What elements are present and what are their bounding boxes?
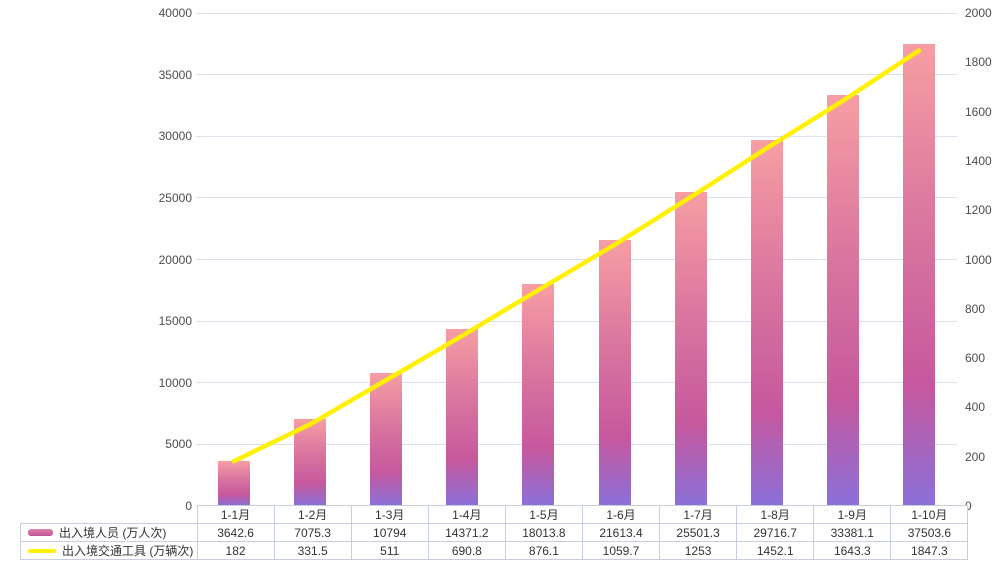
right-axis-tick-label: 1600 (965, 104, 992, 119)
legend-label: 出入境交通工具 (万辆次) (62, 544, 194, 558)
line-series (231, 48, 922, 464)
category-header-cell: 1-5月 (504, 505, 583, 524)
value-cell: 182 (196, 541, 275, 560)
left-axis-tick-label: 35000 (158, 67, 192, 82)
gridline (196, 74, 957, 76)
series-row: 出入境人员 (万人次) 3642.6 7075.3 10794 14371.2 18013… (20, 523, 969, 542)
left-axis-tick-label: 20000 (158, 252, 192, 267)
category-header-row-tr: 1-1月 1-2月 1-3月 1-4月 1-5月 1-6月 1-7月 1-8月 1-9月 1-10… (21, 505, 969, 524)
right-axis-tick-label: 400 (965, 400, 986, 415)
left-axis-tick-label: 40000 (158, 6, 192, 20)
left-axis-tick-label: 10000 (158, 375, 192, 390)
category-header-cell: 1-7月 (659, 505, 738, 524)
gridline (196, 443, 957, 445)
value-cell: 25501.3 (659, 523, 738, 542)
line-path (231, 48, 922, 464)
series-row: 出入境交通工具 (万辆次) 182 331.5 511 690.8 876.1 1059.7… (20, 541, 969, 560)
legend-inner: 出入境交通工具 (万辆次) (21, 543, 196, 559)
category-header-cell: 1-2月 (273, 505, 352, 524)
left-axis-tick-label: 15000 (158, 314, 192, 329)
bar (826, 94, 859, 506)
bar (750, 139, 783, 506)
value-cell: 1452.1 (736, 541, 815, 560)
bar (446, 328, 479, 506)
left-axis-tick-label: 25000 (158, 190, 192, 205)
right-axis-tick-label: 800 (965, 301, 986, 316)
value-cell: 1253 (659, 541, 738, 560)
value-cell: 1059.7 (581, 541, 661, 560)
bar (294, 418, 327, 506)
right-axis-tick-label: 1200 (965, 203, 992, 218)
legend-swatch-line-icon (28, 548, 56, 553)
legend-cell: 出入境交通工具 (万辆次) (20, 541, 198, 560)
value-cell: 18013.8 (504, 523, 583, 542)
category-header-row: 1-1月 1-2月 1-3月 1-4月 1-5月 1-6月 1-7月 1-8月 1-9月 1-10… (21, 505, 969, 524)
gridline (196, 320, 957, 322)
gridline (196, 259, 957, 260)
category-header-cell: 1-8月 (736, 505, 815, 524)
data-table: 1-1月 1-2月 1-3月 1-4月 1-5月 1-6月 1-7月 1-8月 1-9月 1-10… (20, 505, 969, 560)
bar (674, 191, 707, 506)
category-header-cell: 1-3月 (350, 505, 429, 524)
gridline (196, 135, 957, 137)
left-axis-tick-label: 30000 (158, 129, 192, 144)
category-header-cell: 1-1月 (196, 505, 275, 524)
right-axis-tick-label: 2000 (965, 6, 992, 20)
category-header-cell: 1-4月 (427, 505, 506, 524)
value-cell: 21613.4 (581, 523, 661, 542)
legend-swatch-bar-icon (28, 529, 53, 536)
value-cell: 37503.6 (890, 523, 969, 542)
value-cell: 690.8 (427, 541, 506, 560)
left-axis-tick-label: 5000 (165, 437, 192, 452)
legend-cell: 出入境人员 (万人次) (20, 523, 198, 542)
right-axis-tick-label: 0 (965, 499, 972, 513)
left-axis-tick-label: 0 (185, 499, 192, 513)
category-header-cell: 1-10月 (890, 505, 969, 524)
legend-label: 出入境人员 (万人次) (59, 526, 167, 540)
value-cell: 33381.1 (813, 523, 892, 542)
gridline (196, 197, 957, 199)
value-cell: 7075.3 (273, 523, 352, 542)
bar (902, 43, 935, 506)
gridline (196, 12, 957, 14)
value-cell: 3642.6 (196, 523, 275, 542)
bar (598, 239, 631, 506)
category-header-cell: 1-9月 (813, 505, 892, 524)
bar (370, 372, 403, 506)
value-cell: 511 (350, 541, 429, 560)
table-corner-blank (21, 506, 198, 524)
legend-inner: 出入境人员 (万人次) (21, 525, 196, 541)
bar (522, 283, 555, 506)
right-axis-tick-label: 200 (965, 449, 986, 464)
right-axis-tick-label: 600 (965, 351, 986, 366)
value-cell: 331.5 (273, 541, 352, 560)
series-rows: 出入境人员 (万人次) 3642.6 7075.3 10794 14371.2 18013… (20, 523, 969, 560)
value-cell: 29716.7 (736, 523, 815, 542)
value-cell: 1643.3 (813, 541, 892, 560)
gridline (196, 382, 957, 384)
right-axis-tick-label: 1400 (965, 153, 992, 168)
value-cell: 1847.3 (890, 541, 969, 560)
plot-area (196, 12, 957, 507)
right-axis-tick-label: 1000 (965, 252, 992, 267)
value-cell: 14371.2 (427, 523, 506, 542)
value-cell: 10794 (350, 523, 429, 542)
right-axis-tick-label: 1800 (965, 55, 992, 70)
category-header-cell: 1-6月 (581, 505, 661, 524)
value-cell: 876.1 (504, 541, 583, 560)
bar (218, 461, 251, 506)
